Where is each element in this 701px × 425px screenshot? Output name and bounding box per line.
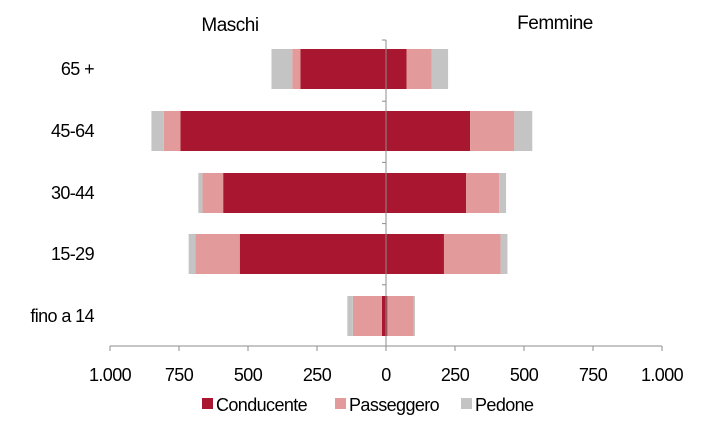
bar-maschi-passeggero-0 [292, 49, 301, 89]
category-label: 15-29 [51, 244, 95, 264]
bar-maschi-conducente-0 [300, 49, 386, 89]
right-group-title: Femmine [517, 13, 593, 34]
bar-femmine-conducente-4 [386, 296, 388, 336]
bar-maschi-pedone-4 [347, 296, 353, 336]
bar-femmine-passeggero-3 [443, 234, 501, 274]
category-label: fino a 14 [30, 306, 94, 326]
tick-labels: 1.000 750 500 250 0 250 500 750 1.000 [89, 365, 684, 385]
category-label: 30-44 [51, 183, 95, 203]
x-tick-label: 0 [381, 365, 391, 385]
bar-maschi-conducente-1 [180, 111, 386, 151]
legend-swatch-passeggero [335, 398, 346, 409]
x-tick-label: 250 [441, 365, 470, 385]
category-label: 65 + [61, 59, 94, 79]
bar-maschi-passeggero-2 [202, 173, 224, 213]
legend-swatch-conducente [202, 398, 213, 409]
bar-maschi-pedone-3 [188, 234, 196, 274]
legend-swatch-pedone [461, 398, 472, 409]
bar-femmine-pedone-0 [431, 49, 449, 89]
legend-label-pedone: Pedone [475, 395, 534, 415]
bar-femmine-pedone-3 [500, 234, 508, 274]
legend: Conducente Passeggero Pedone [202, 395, 535, 415]
x-tick-label: 500 [510, 365, 539, 385]
x-tick-label: 750 [579, 365, 608, 385]
left-group-title: Maschi [201, 15, 258, 36]
x-tick-label: 500 [234, 365, 263, 385]
axes-group [109, 39, 663, 351]
bar-maschi-passeggero-1 [163, 111, 181, 151]
bar-femmine-passeggero-1 [470, 111, 515, 151]
bar-femmine-pedone-1 [514, 111, 533, 151]
bar-maschi-pedone-1 [151, 111, 164, 151]
x-tick-label: 1.000 [89, 365, 132, 385]
x-tick-label: 750 [165, 365, 194, 385]
bar-femmine-conducente-1 [386, 111, 471, 151]
bar-maschi-pedone-2 [198, 173, 203, 213]
legend-label-passeggero: Passeggero [349, 395, 440, 415]
bar-maschi-conducente-4 [381, 296, 386, 336]
category-label: 45-64 [51, 121, 95, 141]
bar-femmine-pedone-2 [499, 173, 507, 213]
bars-group [151, 49, 533, 336]
bar-maschi-conducente-2 [223, 173, 386, 213]
bar-femmine-passeggero-0 [406, 49, 432, 89]
x-tick-label: 250 [303, 365, 332, 385]
bar-femmine-passeggero-2 [466, 173, 500, 213]
bar-maschi-passeggero-4 [352, 296, 382, 336]
bar-maschi-passeggero-3 [195, 234, 240, 274]
legend-label-conducente: Conducente [216, 395, 308, 415]
bar-femmine-passeggero-4 [387, 296, 414, 336]
bar-femmine-conducente-2 [386, 173, 467, 213]
bar-femmine-conducente-3 [386, 234, 444, 274]
category-labels: 65 + 45-64 30-44 15-29 fino a 14 [30, 59, 95, 326]
bar-femmine-pedone-4 [413, 296, 415, 336]
bar-maschi-conducente-3 [239, 234, 386, 274]
bar-femmine-conducente-0 [386, 49, 407, 89]
x-tick-label: 1.000 [641, 365, 684, 385]
bar-maschi-pedone-0 [271, 49, 293, 89]
